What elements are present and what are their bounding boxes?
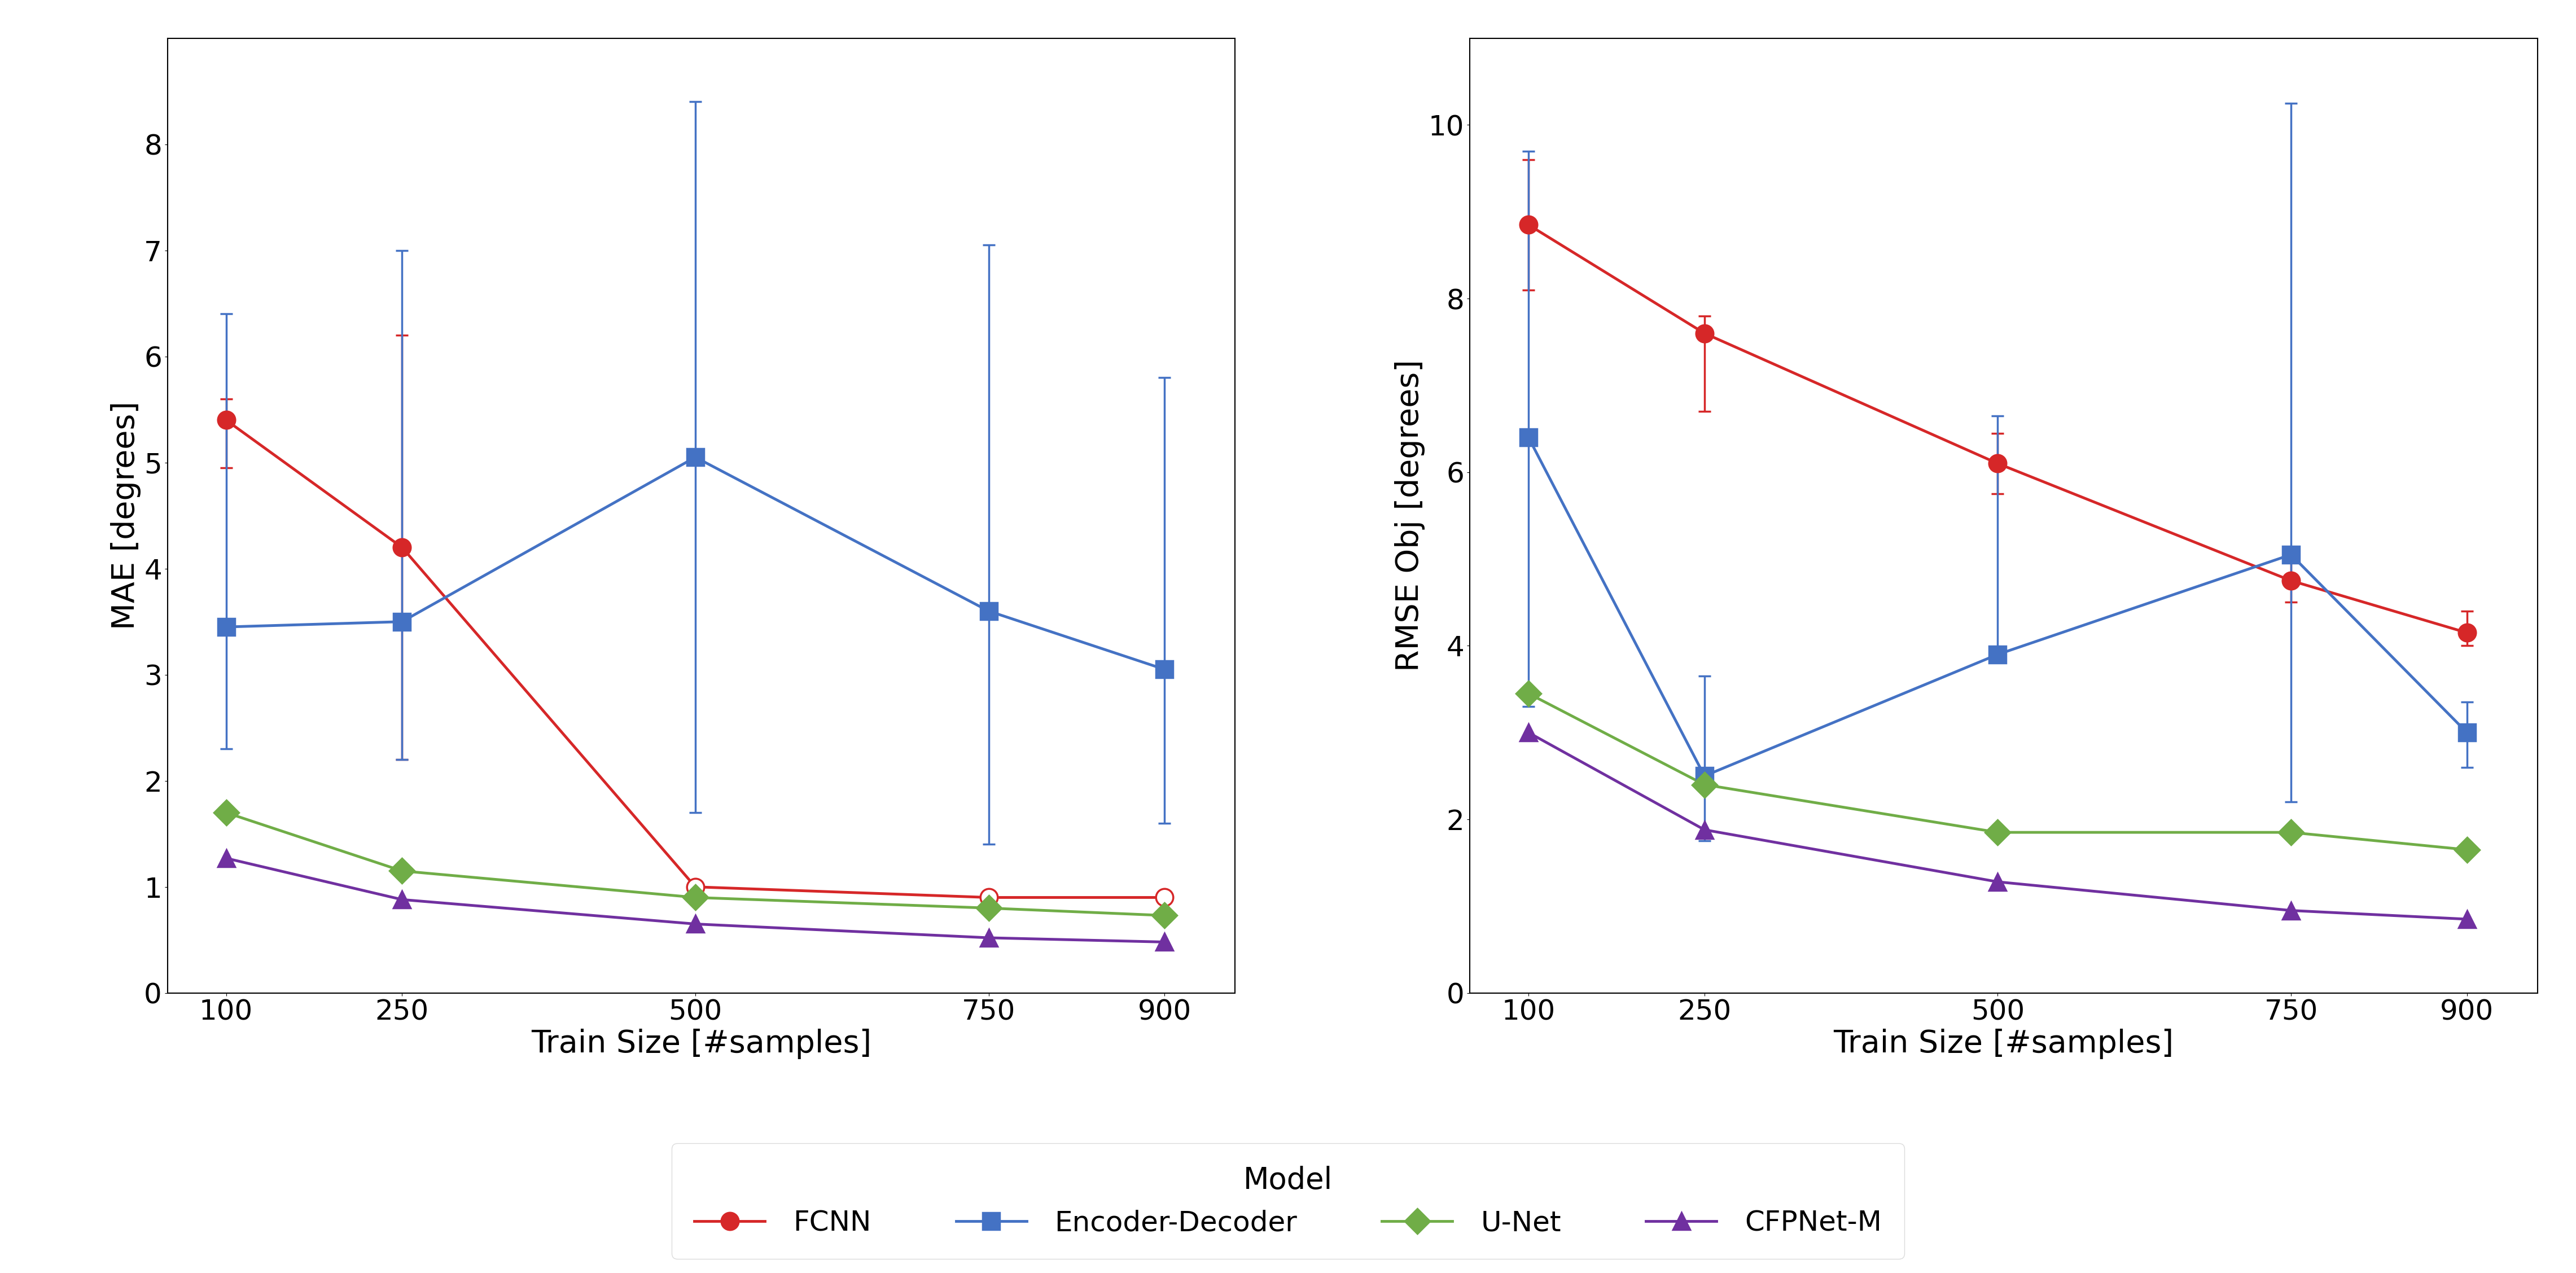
Y-axis label: MAE [degrees]: MAE [degrees] (111, 401, 142, 630)
Legend: FCNN, Encoder-Decoder, U-Net, CFPNet-M: FCNN, Encoder-Decoder, U-Net, CFPNet-M (672, 1143, 1904, 1259)
Y-axis label: RMSE Obj [degrees]: RMSE Obj [degrees] (1394, 359, 1425, 672)
X-axis label: Train Size [#samples]: Train Size [#samples] (531, 1029, 871, 1059)
X-axis label: Train Size [#samples]: Train Size [#samples] (1834, 1029, 2174, 1059)
